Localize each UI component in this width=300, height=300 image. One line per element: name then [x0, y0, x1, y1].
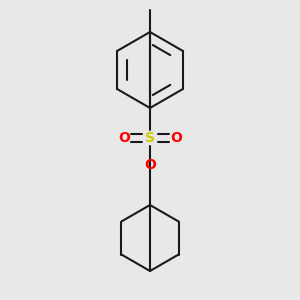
Text: O: O — [170, 131, 182, 145]
Text: O: O — [144, 158, 156, 172]
Text: O: O — [118, 131, 130, 145]
Text: S: S — [145, 131, 155, 145]
